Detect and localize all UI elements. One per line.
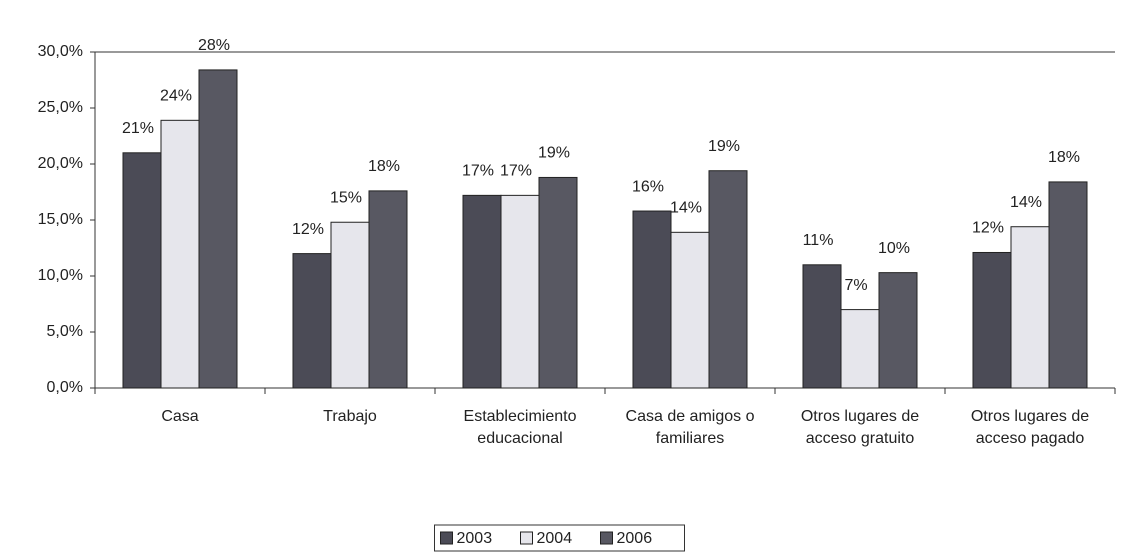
x-tick-label: Establecimiento educacional: [463, 408, 577, 447]
bar: [1048, 181, 1088, 389]
y-tick-label: 0,0%: [47, 379, 83, 396]
y-tick-label: 25,0%: [38, 99, 83, 116]
bar: [500, 194, 540, 389]
value-label: 24%: [160, 88, 192, 105]
bar: [160, 119, 200, 389]
bar: [538, 176, 578, 389]
value-label: 10%: [878, 240, 910, 257]
value-label: 11%: [803, 232, 834, 249]
value-label: 15%: [330, 189, 362, 206]
x-tick-label: Otros lugares de acceso gratuito: [800, 408, 920, 447]
x-tick-label: Trabajo: [323, 408, 377, 425]
y-tick-label: 10,0%: [38, 267, 83, 284]
bar: [632, 210, 672, 389]
bar: [122, 152, 162, 389]
value-label: 12%: [292, 221, 324, 238]
bar: [802, 264, 842, 389]
legend-box: [434, 524, 685, 552]
legend-swatch: [600, 531, 613, 545]
y-tick-label: 30,0%: [38, 43, 83, 60]
value-label: 17%: [462, 163, 494, 180]
y-tick-label: 15,0%: [38, 211, 83, 228]
value-label: 19%: [708, 138, 740, 155]
bar: [708, 170, 748, 389]
x-tick-label: Casa de amigos o familiares: [625, 408, 755, 447]
value-label: 17%: [500, 163, 532, 180]
bar: [292, 253, 332, 389]
bar: [368, 190, 408, 389]
bar: [840, 309, 880, 389]
legend-label: 2006: [617, 530, 653, 547]
legend-swatch: [520, 531, 533, 545]
value-label: 18%: [368, 158, 400, 175]
value-label: 12%: [972, 220, 1004, 237]
value-label: 19%: [538, 145, 570, 162]
legend-label: 2003: [457, 530, 493, 547]
bar: [330, 221, 370, 389]
x-tick-label: Otros lugares de acceso pagado: [970, 408, 1090, 447]
value-label: 14%: [1010, 194, 1042, 211]
bar: [1010, 226, 1050, 389]
value-label: 21%: [122, 120, 154, 137]
bar: [670, 231, 710, 389]
legend-swatch: [440, 531, 453, 545]
y-tick-label: 20,0%: [38, 155, 83, 172]
value-label: 16%: [632, 178, 664, 195]
value-label: 14%: [670, 200, 702, 217]
value-label: 7%: [844, 277, 867, 294]
bar: [972, 251, 1012, 389]
bar: [462, 194, 502, 389]
y-tick-label: 5,0%: [47, 323, 83, 340]
value-label: 28%: [198, 37, 230, 54]
bar: [198, 69, 238, 389]
value-label: 18%: [1048, 149, 1080, 166]
bar: [878, 272, 918, 389]
legend-label: 2004: [537, 530, 573, 547]
x-tick-label: Casa: [161, 408, 199, 425]
